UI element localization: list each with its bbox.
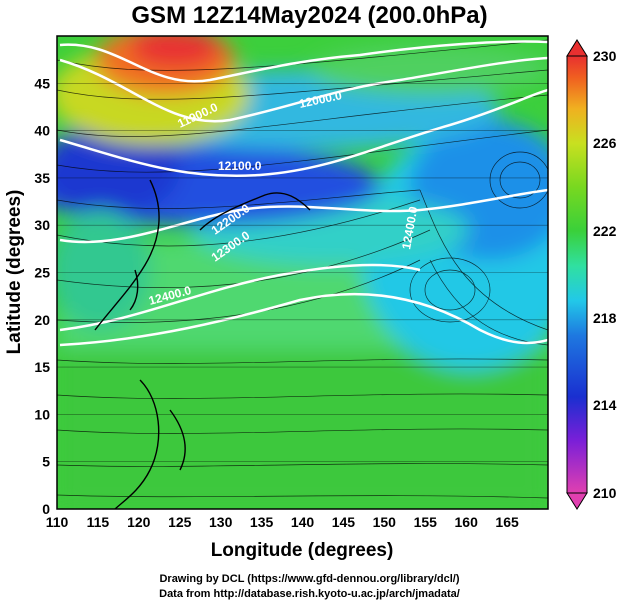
colorbar-tick-label: 226 xyxy=(593,135,617,151)
y-tick-label: 45 xyxy=(34,75,50,91)
credit-drawing: Drawing by DCL (https://www.gfd-dennou.o… xyxy=(159,573,460,585)
x-tick-label: 155 xyxy=(414,514,438,530)
colorbar-tick-label: 230 xyxy=(593,48,617,64)
x-axis-title: Longitude (degrees) xyxy=(211,540,394,561)
y-tick-label: 35 xyxy=(34,170,50,186)
colorbar-bottom-arrow xyxy=(566,492,588,510)
y-tick-label: 5 xyxy=(42,454,50,470)
x-tick-label: 135 xyxy=(250,514,274,530)
x-tick-label: 115 xyxy=(87,514,110,530)
colorbar-tick-label: 222 xyxy=(593,223,617,239)
colorbar-tick-label: 218 xyxy=(593,310,617,326)
x-tick-label: 165 xyxy=(495,514,519,530)
x-axis: 110 115 120 125 130 135 140 145 150 155 … xyxy=(46,514,519,561)
geopotential-contours xyxy=(59,40,548,347)
y-tick-label: 25 xyxy=(34,265,50,281)
y-axis: 0 5 10 15 20 25 30 35 40 45 Latitude (de… xyxy=(4,75,50,517)
colorbar-tick-label: 214 xyxy=(593,397,617,413)
x-tick-label: 110 xyxy=(46,514,69,530)
x-tick-label: 120 xyxy=(127,514,151,530)
x-tick-label: 125 xyxy=(168,514,192,530)
chart-title: GSM 12Z14May2024 (200.0hPa) xyxy=(131,2,488,29)
y-tick-label: 40 xyxy=(34,123,50,139)
y-tick-label: 10 xyxy=(34,406,50,422)
contour-label: 12100.0 xyxy=(218,159,262,173)
plot-frame xyxy=(56,35,549,510)
coastlines xyxy=(94,179,311,509)
grid-lines xyxy=(57,83,548,463)
y-tick-label: 15 xyxy=(34,359,50,375)
x-tick-label: 150 xyxy=(373,514,397,530)
x-tick-label: 140 xyxy=(291,514,315,530)
credit-data-source: Data from http://database.rish.kyoto-u.a… xyxy=(159,588,460,600)
x-tick-label: 160 xyxy=(455,514,479,530)
x-tick-label: 145 xyxy=(332,514,356,530)
y-tick-label: 0 xyxy=(42,501,50,517)
colorbar-gradient xyxy=(566,55,588,494)
colorbar-tick-label: 210 xyxy=(593,485,617,501)
x-tick-label: 130 xyxy=(209,514,233,530)
y-axis-title: Latitude (degrees) xyxy=(4,190,25,355)
y-tick-label: 30 xyxy=(34,217,50,233)
colorbar: 230 226 222 218 214 210 xyxy=(566,39,617,510)
y-tick-label: 20 xyxy=(34,312,50,328)
colorbar-top-arrow xyxy=(566,39,588,57)
